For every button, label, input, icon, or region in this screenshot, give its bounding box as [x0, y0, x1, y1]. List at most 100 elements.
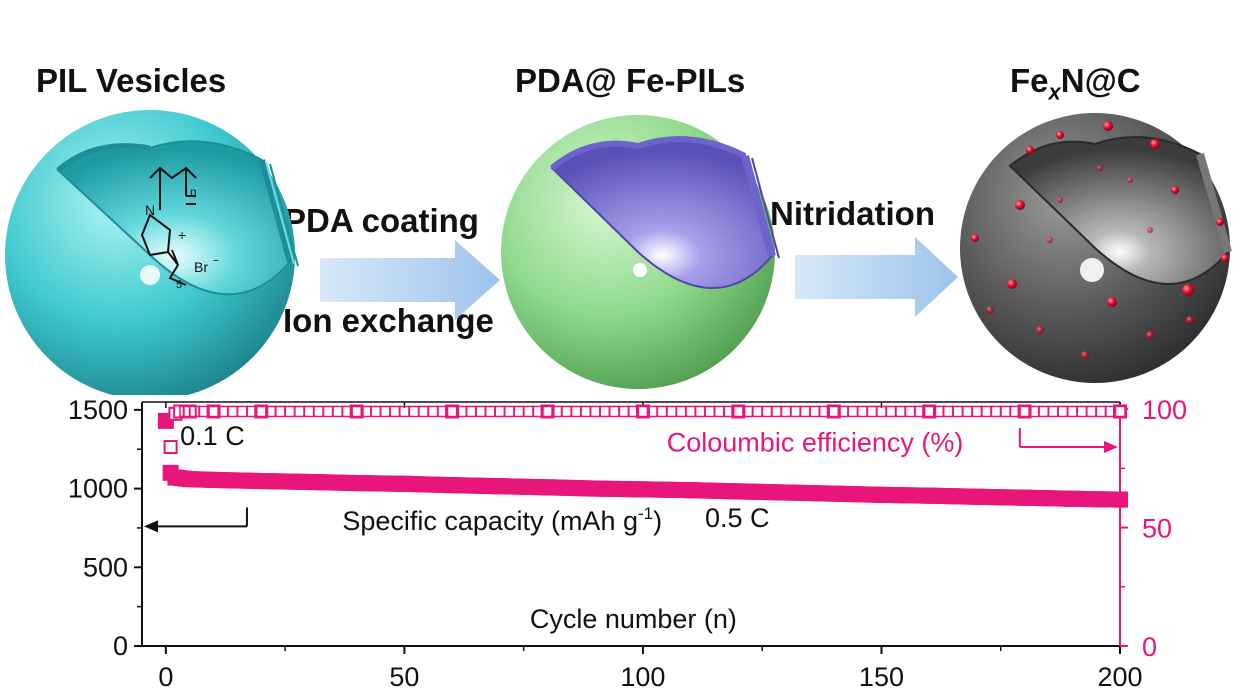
step-label-pda-coating: PDA coating — [284, 202, 479, 239]
ce-fill-marker — [579, 405, 592, 418]
ce-fill-marker — [1095, 405, 1107, 418]
ce-fill-marker — [799, 405, 811, 418]
stage-title-pda-fe-pils: PDA@ Fe-PILs — [515, 62, 746, 99]
ce-fill-marker — [789, 405, 802, 418]
fexn-nanoparticles — [971, 121, 1229, 359]
ce-point — [349, 404, 364, 419]
formula-bromide-charge: − — [213, 256, 219, 267]
ce-fill-marker — [417, 405, 430, 418]
ce-fill-marker — [303, 405, 315, 418]
x-tick-label: 150 — [859, 662, 904, 692]
ce-fill-marker — [293, 405, 306, 418]
ce-fill-marker — [1076, 405, 1088, 418]
formula-bromide: Br — [194, 259, 208, 275]
ce-fill-marker — [236, 405, 248, 418]
capacity-label-end: ) — [653, 506, 662, 536]
pil-vesicle-sphere — [5, 110, 299, 395]
ce-fill-marker — [465, 405, 477, 418]
ce-fill-marker — [656, 405, 668, 418]
ce-fill-marker — [331, 405, 344, 418]
x-tick-label: 100 — [620, 662, 665, 692]
formula-n-atom: N — [145, 202, 155, 218]
ce-series-label: Coloumbic efficiency (%) — [667, 427, 964, 457]
rate-label-0-5c: 0.5 C — [705, 503, 770, 533]
stage-title-fexn-c: FexN@C — [1010, 62, 1141, 106]
capacity-label-main: Specific capacity (mAh g — [342, 506, 638, 536]
y-left-tick-label: 0 — [113, 631, 128, 661]
scheme-illustration: n N + Br − 5 — [5, 110, 1232, 395]
ce-fill-marker — [990, 405, 1002, 418]
ce-fill-marker — [389, 405, 401, 418]
ce-point — [922, 404, 937, 419]
y-right-tick-label: 0 — [1142, 632, 1157, 662]
ce-fill-marker — [513, 405, 525, 418]
ce-fill-marker — [1047, 405, 1059, 418]
stage-title-pil-vesicles: PIL Vesicles — [36, 62, 227, 99]
ce-fill-marker — [761, 405, 773, 418]
formula-charge: + — [178, 227, 186, 243]
ce-fill-marker — [751, 405, 764, 418]
x-axis-label: Cycle number (n) — [530, 604, 737, 634]
ce-fill-marker — [226, 405, 239, 418]
ce-fill-marker — [312, 405, 325, 418]
ce-fill-marker — [474, 405, 487, 418]
y-right-tick-label: 50 — [1142, 514, 1172, 544]
ce-fill-marker — [808, 405, 821, 418]
capacity-fill-marker — [1113, 491, 1127, 508]
ce-fill-marker — [408, 405, 420, 418]
ce-fill-marker — [1057, 405, 1069, 418]
ce-fill-marker — [427, 405, 439, 418]
ce-point — [206, 404, 221, 419]
formula-subscript: 5 — [176, 279, 182, 291]
ce-pointer-arrowhead — [1104, 441, 1118, 454]
ce-fill-marker — [713, 405, 726, 418]
ce-fill-marker — [894, 405, 907, 418]
fexn-c-sphere — [960, 113, 1232, 383]
step-label-nitridation: Nitridation — [770, 195, 935, 232]
ce-point — [635, 404, 650, 419]
ce-point — [445, 404, 460, 419]
ce-fill-marker — [961, 405, 974, 418]
ce-fill-marker — [322, 405, 334, 418]
ce-fill-marker — [589, 405, 601, 418]
pda-fe-pils-sphere — [501, 115, 780, 389]
ce-fill-marker — [980, 405, 993, 418]
rate-label-0-1c: 0.1 C — [180, 421, 245, 451]
arrow-1 — [320, 240, 500, 320]
ce-fill-marker — [274, 405, 287, 418]
y-left-tick-label: 1000 — [68, 474, 128, 504]
ce-fill-marker — [599, 405, 611, 418]
ce-fill-marker — [942, 405, 955, 418]
pil-formula — [140, 166, 197, 286]
ce-fill-marker — [494, 405, 506, 418]
ce-fill-marker — [560, 405, 573, 418]
x-tick-label: 0 — [158, 662, 173, 692]
ce-fill-marker — [971, 405, 983, 418]
ce-fill-marker — [952, 405, 964, 418]
ce-fill-marker — [1037, 405, 1050, 418]
ce-fill-marker — [522, 405, 535, 418]
ce-fill-marker — [618, 405, 630, 418]
ce-fill-marker — [847, 405, 859, 418]
ce-fill-marker — [999, 405, 1012, 418]
ce-fill-marker — [608, 405, 621, 418]
title-x-sub: x — [1048, 79, 1061, 105]
ce-fill-marker — [370, 405, 382, 418]
ce-point — [540, 404, 555, 419]
ce-fill-marker — [684, 405, 697, 418]
ce-point — [1017, 404, 1032, 419]
x-tick-label: 50 — [389, 662, 419, 692]
capacity-series-label: Specific capacity (mAh g-1) — [342, 504, 662, 536]
ce-fill-marker — [1085, 405, 1098, 418]
ce-fill-marker — [284, 405, 296, 418]
y-left-tick-label: 1500 — [68, 396, 128, 425]
ce-fill-marker — [780, 405, 792, 418]
arrow-2 — [795, 237, 958, 317]
ce-point — [163, 440, 178, 455]
ce-fill-marker — [866, 405, 878, 418]
ce-fill-marker — [694, 405, 706, 418]
title-fe: Fe — [1010, 62, 1049, 99]
ce-fill-marker — [904, 405, 916, 418]
